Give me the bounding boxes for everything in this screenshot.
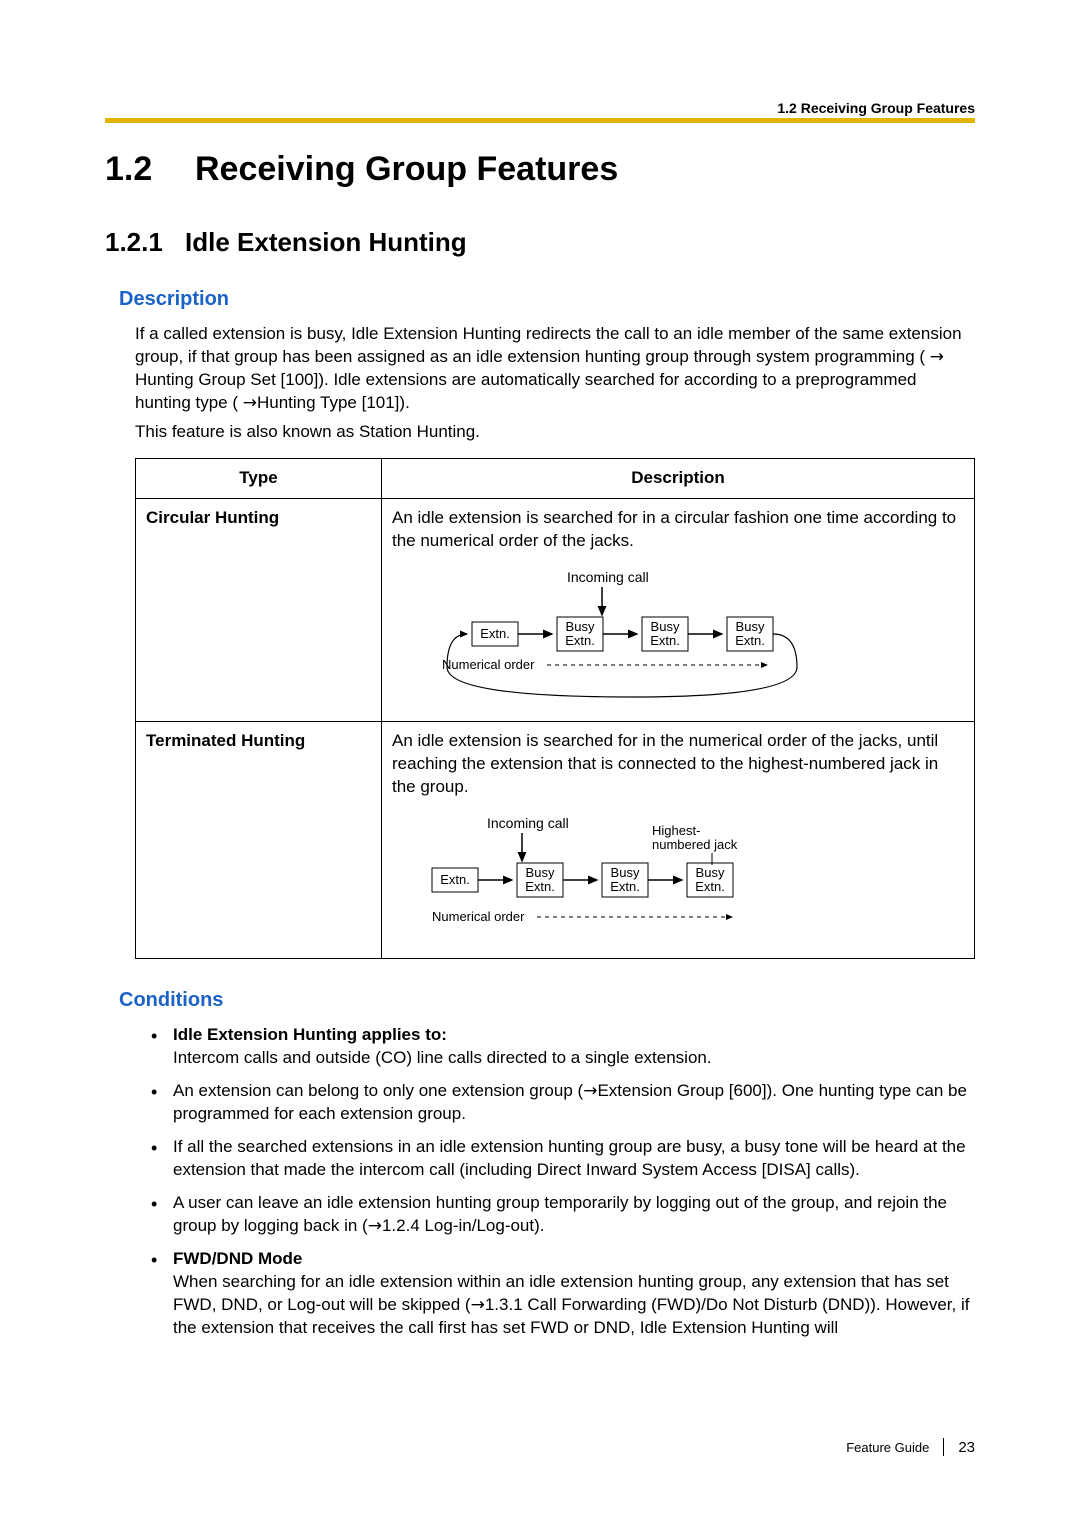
- node: Busy Extn.: [727, 617, 773, 651]
- circular-diagram: Incoming call Extn. Busy: [392, 567, 964, 714]
- svg-text:Extn.: Extn.: [525, 879, 555, 894]
- cell-type: Terminated Hunting: [136, 722, 382, 959]
- desc-text-1: If a called extension is busy, Idle Exte…: [135, 324, 962, 366]
- condition-body: An extension can belong to only one exte…: [173, 1081, 583, 1100]
- heading-1-title: Receiving Group Features: [195, 150, 618, 188]
- svg-text:Busy: Busy: [736, 619, 765, 634]
- footer-divider: [943, 1438, 944, 1456]
- cell-text: An idle extension is searched for in the…: [392, 730, 964, 799]
- incoming-label: Incoming call: [487, 815, 569, 831]
- heading-2: 1.2.1Idle Extension Hunting: [105, 227, 975, 258]
- table-row: Terminated Hunting An idle extension is …: [136, 722, 975, 959]
- desc-aka: This feature is also known as Station Hu…: [135, 421, 975, 444]
- table-row: Circular Hunting An idle extension is se…: [136, 498, 975, 722]
- list-item: Idle Extension Hunting applies to: Inter…: [145, 1024, 975, 1070]
- condition-ref: 1.2.4 Log-in/Log-out: [382, 1216, 534, 1235]
- svg-text:Extn.: Extn.: [610, 879, 640, 894]
- page: 1.2 Receiving Group Features 1.2Receivin…: [0, 0, 1080, 1528]
- list-item: A user can leave an idle extension hunti…: [145, 1192, 975, 1238]
- cell-text: An idle extension is searched for in a c…: [392, 507, 964, 553]
- num-order-label: Numerical order: [432, 909, 525, 924]
- list-item: If all the searched extensions in an idl…: [145, 1136, 975, 1182]
- desc-ref-1: Hunting Group Set [100]: [135, 370, 318, 389]
- terminated-diagram: Incoming call Highest- numbered jack Ext…: [392, 813, 964, 950]
- running-header: 1.2 Receiving Group Features: [777, 100, 975, 116]
- incoming-label: Incoming call: [567, 569, 649, 585]
- footer-guide: Feature Guide: [846, 1440, 929, 1455]
- cell-description: An idle extension is searched for in the…: [382, 722, 975, 959]
- footer: Feature Guide 23: [846, 1438, 975, 1456]
- node: Busy Extn.: [642, 617, 688, 651]
- desc-text-3: ).: [399, 393, 409, 412]
- conditions-list: Idle Extension Hunting applies to: Inter…: [145, 1024, 975, 1339]
- heading-1-number: 1.2: [105, 150, 195, 189]
- condition-body: If all the searched extensions in an idl…: [173, 1137, 966, 1179]
- condition-title: Idle Extension Hunting applies to:: [173, 1025, 447, 1044]
- svg-text:Extn.: Extn.: [650, 633, 680, 648]
- condition-body: Intercom calls and outside (CO) line cal…: [173, 1048, 712, 1067]
- condition-body: ).: [534, 1216, 544, 1235]
- th-type: Type: [136, 458, 382, 498]
- condition-ref: 1.3.1 Call Forwarding (FWD)/Do Not Distu…: [485, 1295, 870, 1314]
- heading-1: 1.2Receiving Group Features: [105, 150, 975, 189]
- node: Busy Extn.: [687, 863, 733, 897]
- accent-bar: [105, 118, 975, 123]
- description-label: Description: [119, 288, 975, 311]
- svg-text:Extn.: Extn.: [695, 879, 725, 894]
- desc-ref-2: Hunting Type [101]: [257, 393, 399, 412]
- conditions-label: Conditions: [119, 989, 975, 1012]
- svg-text:Extn.: Extn.: [735, 633, 765, 648]
- th-description: Description: [382, 458, 975, 498]
- svg-text:Busy: Busy: [611, 865, 640, 880]
- svg-text:numbered jack: numbered jack: [652, 837, 738, 852]
- num-order-label: Numerical order: [442, 657, 535, 672]
- list-item: FWD/DND Mode When searching for an idle …: [145, 1248, 975, 1340]
- footer-page: 23: [958, 1439, 975, 1456]
- condition-ref: Extension Group [600]: [597, 1081, 766, 1100]
- heading-2-number: 1.2.1: [105, 227, 185, 258]
- hunting-table: Type Description Circular Hunting An idl…: [135, 458, 975, 960]
- heading-2-title: Idle Extension Hunting: [185, 227, 467, 257]
- svg-text:Extn.: Extn.: [565, 633, 595, 648]
- arrow-icon: →: [471, 1294, 485, 1317]
- cell-type: Circular Hunting: [136, 498, 382, 722]
- node: Extn.: [432, 868, 478, 892]
- cell-description: An idle extension is searched for in a c…: [382, 498, 975, 722]
- node: Extn.: [472, 622, 518, 646]
- condition-body: A user can leave an idle extension hunti…: [173, 1193, 947, 1235]
- arrow-icon: →: [243, 392, 257, 415]
- arrow-icon: →: [583, 1080, 597, 1103]
- description-body: If a called extension is busy, Idle Exte…: [135, 323, 975, 959]
- list-item: An extension can belong to only one exte…: [145, 1080, 975, 1126]
- svg-text:Busy: Busy: [696, 865, 725, 880]
- arrow-icon: →: [930, 346, 944, 369]
- svg-text:Extn.: Extn.: [440, 872, 470, 887]
- condition-title: FWD/DND Mode: [173, 1249, 302, 1268]
- node: Busy Extn.: [557, 617, 603, 651]
- svg-text:Highest-: Highest-: [652, 823, 700, 838]
- arrow-icon: →: [368, 1215, 382, 1238]
- node: Busy Extn.: [602, 863, 648, 897]
- svg-text:Extn.: Extn.: [480, 626, 510, 641]
- svg-text:Busy: Busy: [566, 619, 595, 634]
- svg-text:Busy: Busy: [651, 619, 680, 634]
- node: Busy Extn.: [517, 863, 563, 897]
- svg-text:Busy: Busy: [526, 865, 555, 880]
